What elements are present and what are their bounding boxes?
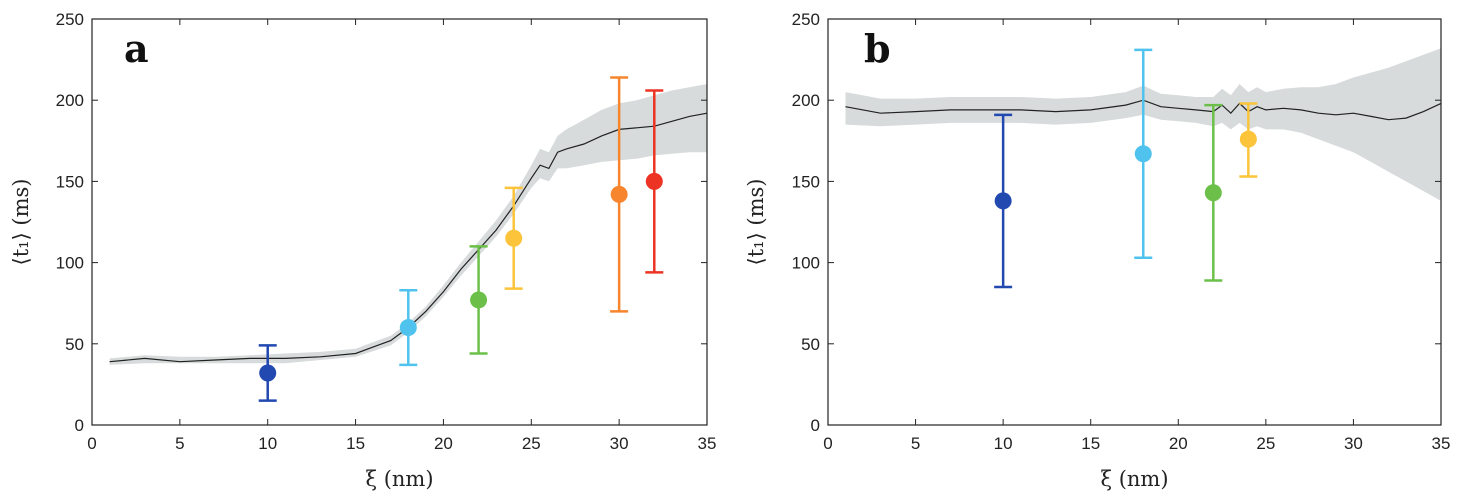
panel-b-ytick-label-50: 50 — [801, 335, 820, 354]
panel-a-ylabel: ⟨t₁⟩ (ms) — [9, 179, 33, 266]
panel-a-point-4 — [504, 186, 523, 290]
panel-b-xtick-label-25: 25 — [1256, 434, 1275, 453]
panel-b-line-group — [845, 99, 1442, 121]
panel-b-xtick-label-0: 0 — [823, 434, 832, 453]
panel-a-ticks-group: 0 5 10 15 20 25 30 35 0 50 100 150 200 250 — [56, 10, 717, 453]
panel-b-xtick-label-30: 30 — [1344, 434, 1363, 453]
panel-a-xtick-label-10: 10 — [258, 434, 277, 453]
panel-a-xtick-label-35: 35 — [698, 434, 717, 453]
panel-a-xtick-label-20: 20 — [434, 434, 453, 453]
panel-a-marker-2 — [399, 319, 417, 337]
panel-b-ytick-label-250: 250 — [792, 10, 820, 29]
panel-b-point-4 — [1239, 102, 1258, 178]
panel-a-points-group — [258, 76, 664, 402]
panel-b-ytick-label-100: 100 — [792, 254, 820, 273]
panel-a-xtick-label-25: 25 — [522, 434, 541, 453]
panel-a-marker-4 — [505, 229, 523, 247]
panel-a-ytick-label-200: 200 — [56, 91, 84, 110]
panel-b-mean-line — [845, 99, 1442, 121]
panel-a-marker-5 — [610, 185, 628, 203]
panel-a-ytick-label-100: 100 — [56, 254, 84, 273]
panel-a: a 0 5 10 15 20 25 30 35 0 50 100 150 200 250 ξ (nm) ⟨… — [9, 10, 716, 491]
panel-a-confidence-band — [109, 84, 708, 365]
panel-a-xlabel: ξ (nm) — [365, 467, 433, 491]
panel-a-marker-6 — [645, 172, 663, 190]
panel-b-marker-2 — [1134, 145, 1152, 163]
panel-b-ytick-label-200: 200 — [792, 91, 820, 110]
panel-b-xtick-label-15: 15 — [1081, 434, 1100, 453]
panel-b-ytick-label-150: 150 — [792, 172, 820, 191]
panel-b-xtick-label-10: 10 — [994, 434, 1013, 453]
panel-a-line-group — [109, 112, 708, 363]
panel-a-label: a — [124, 26, 149, 71]
panel-b-point-1 — [994, 113, 1013, 289]
panel-a-ytick-label-0: 0 — [75, 416, 84, 435]
panel-b-ticks-group: 0 5 10 15 20 25 30 35 0 50 100 150 200 250 — [792, 10, 1451, 453]
panel-b-point-3 — [1204, 103, 1223, 282]
panel-b-marker-4 — [1239, 130, 1257, 148]
panel-a-ytick-label-250: 250 — [56, 10, 84, 29]
panel-b-xlabel: ξ (nm) — [1100, 467, 1168, 491]
panel-b-points-group — [994, 48, 1258, 289]
panel-a-ytick-label-150: 150 — [56, 172, 84, 191]
panel-b-ylabel: ⟨t₁⟩ (ms) — [744, 179, 768, 266]
panel-a-band-group — [109, 84, 708, 365]
panel-a-marker-1 — [259, 364, 277, 382]
panel-b-marker-1 — [994, 192, 1012, 210]
panel-b-band-group — [845, 48, 1441, 201]
panel-b-ytick-label-0: 0 — [811, 416, 820, 435]
panel-a-point-5 — [610, 76, 629, 313]
panel-b-point-2 — [1134, 48, 1153, 259]
panel-b-xtick-label-35: 35 — [1432, 434, 1451, 453]
panel-b-label: b — [864, 26, 891, 71]
panel-a-point-3 — [469, 245, 488, 355]
panel-b: b 0 5 10 15 20 25 30 35 0 50 100 150 200 250 ξ (nm) ⟨… — [744, 10, 1450, 491]
panel-a-point-1 — [258, 344, 277, 402]
panel-b-confidence-band — [845, 48, 1441, 201]
panel-a-mean-line — [109, 112, 708, 363]
panel-a-marker-3 — [470, 291, 488, 309]
panel-b-xtick-label-20: 20 — [1169, 434, 1188, 453]
panel-b-marker-3 — [1204, 184, 1222, 202]
panel-a-xtick-label-15: 15 — [346, 434, 365, 453]
panel-a-axes-box — [91, 18, 708, 426]
panel-a-ytick-label-50: 50 — [65, 335, 84, 354]
panel-a-point-2 — [399, 288, 418, 367]
panel-a-xtick-label-0: 0 — [87, 434, 96, 453]
panel-b-xtick-label-5: 5 — [911, 434, 920, 453]
panel-b-axes-box — [827, 18, 1442, 426]
panel-a-point-6 — [645, 89, 664, 274]
panel-a-xtick-label-30: 30 — [610, 434, 629, 453]
panel-a-xtick-label-5: 5 — [175, 434, 184, 453]
